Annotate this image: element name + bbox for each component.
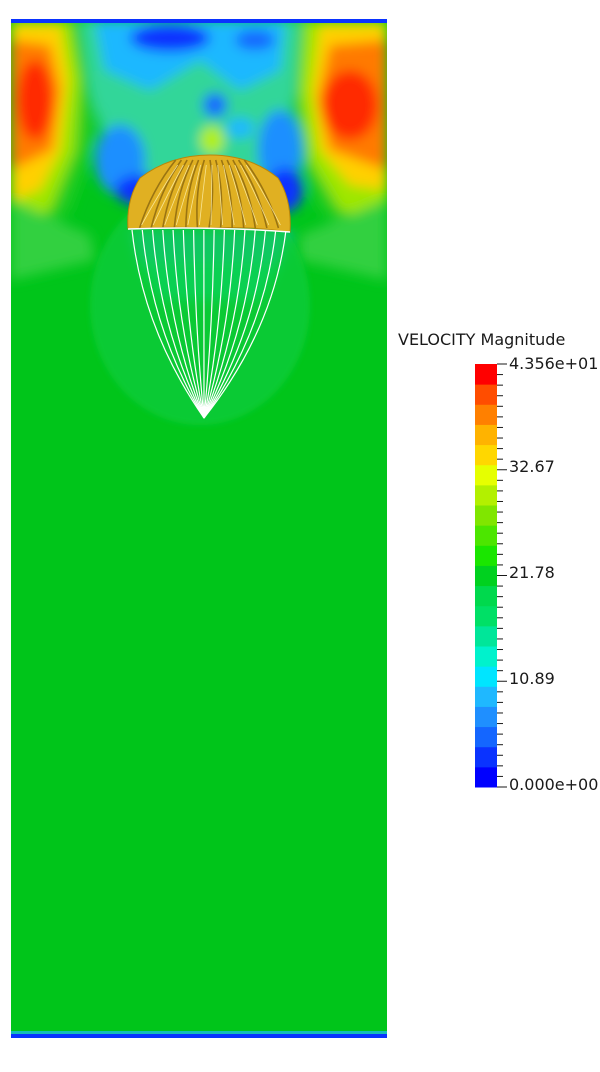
bottom-boundary: [11, 1034, 387, 1038]
legend-min-label: 0.000e+00: [509, 777, 598, 793]
legend-tick-label: 10.89: [509, 671, 555, 687]
top-boundary: [11, 19, 387, 23]
legend-title: VELOCITY Magnitude: [398, 330, 565, 349]
legend-tick-label: 21.78: [509, 565, 555, 581]
legend-max-label: 4.356e+01: [509, 356, 598, 372]
legend-tick-label: 32.67: [509, 459, 555, 475]
